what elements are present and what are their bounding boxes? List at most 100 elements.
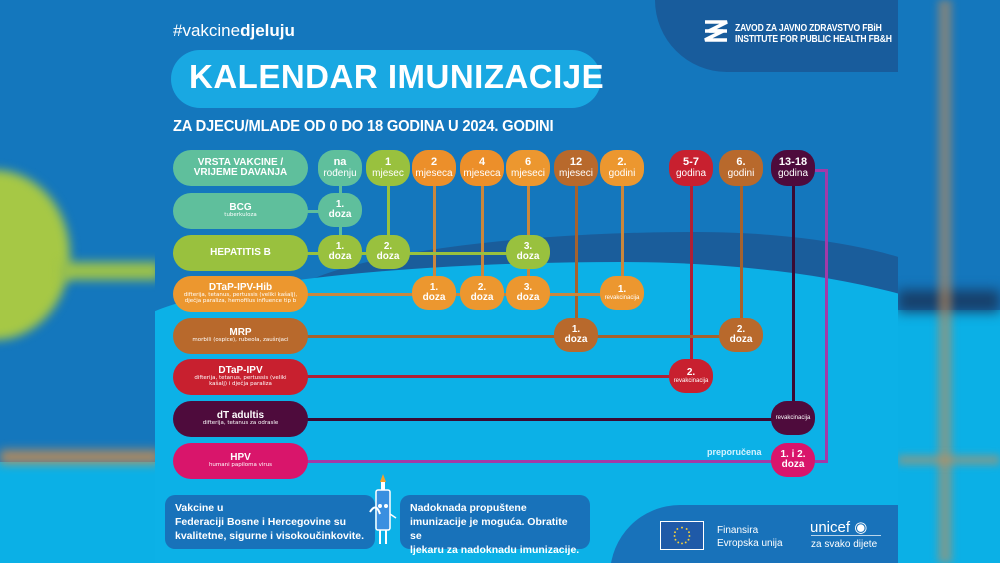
- immunization-calendar-poster: ZAVOD ZA JAVNO ZDRAVSTVO FBiH INSTITUTE …: [155, 0, 898, 563]
- institute-name: ZAVOD ZA JAVNO ZDRAVSTVO FBiH INSTITUTE …: [735, 23, 892, 45]
- column-number: 5-7: [683, 155, 699, 168]
- column-number: 2.: [617, 155, 627, 168]
- dose-mrp-2: 2. doza: [719, 318, 763, 352]
- dose-label: doza: [376, 251, 400, 262]
- connector-line: [387, 185, 390, 247]
- info-text: Vakcine u: [175, 502, 224, 514]
- connector-line: [740, 185, 743, 335]
- column-header-6-years: 6. godini: [719, 150, 763, 186]
- column-number: 1: [384, 155, 392, 168]
- dose-label: doza: [729, 334, 753, 345]
- column-header-5-7-years: 5-7 godina: [669, 150, 713, 186]
- connector-line: [433, 185, 436, 295]
- blurred-background-right: [898, 0, 1000, 563]
- column-header-2-years: 2. godini: [600, 150, 644, 186]
- dose-dtap-hib-1: 1. doza: [412, 276, 456, 310]
- divider: [811, 535, 881, 536]
- vaccine-description: difterija, tetanus, pertussis (veliki ka…: [183, 292, 298, 305]
- dose-hepb-2: 2. doza: [366, 235, 410, 269]
- dose-bcg-1: 1. doza: [318, 193, 362, 227]
- dose-number: 3.: [523, 281, 533, 293]
- dose-dtap-hib-3: 3. doza: [506, 276, 550, 310]
- dose-number: 2.: [736, 323, 746, 335]
- institute-header: [655, 0, 898, 72]
- vaccine-row-mrp: MRP morbili (ospice), rubeola, zaušnjaci: [173, 318, 308, 354]
- header-row-label: VRSTA VAKCINE / VRIJEME DAVANJA: [173, 150, 308, 186]
- column-header-13-18-years: 13-18 godina: [771, 150, 815, 186]
- connector-line: [792, 185, 795, 415]
- page-subtitle: ZA DJECU/MLADE OD 0 DO 18 GODINA U 2024.…: [173, 118, 554, 135]
- column-number: 4: [478, 155, 486, 168]
- vaccine-name: dT adultis: [216, 409, 265, 421]
- dose-number: 1. i 2.: [780, 448, 806, 460]
- vaccine-description: morbili (ospice), rubeola, zaušnjaci: [192, 337, 289, 344]
- info-text: Federaciji Bosne i Hercegovine su: [175, 516, 346, 528]
- dose-number: 1.: [571, 323, 581, 335]
- column-header-6-months: 6 mjeseci: [506, 150, 550, 186]
- connector-line: [621, 185, 624, 295]
- info-text: kvalitetne, sigurne i visokoučinkovite.: [175, 530, 365, 542]
- column-label: godini: [727, 167, 755, 179]
- info-box-vaccine-quality: Vakcine u Federaciji Bosne i Hercegovine…: [165, 495, 375, 549]
- institute-logo-icon: [704, 20, 728, 42]
- footer-sponsors: [610, 505, 898, 563]
- connector-line: [305, 418, 795, 421]
- dose-label: doza: [470, 292, 494, 303]
- dose-dtap-hib-2: 2. doza: [460, 276, 504, 310]
- column-number: 2: [430, 155, 438, 168]
- dose-number: 1.: [335, 240, 345, 252]
- dose-hepb-1: 1. doza: [318, 235, 362, 269]
- column-label: mjeseci: [559, 167, 593, 179]
- hashtag-prefix: #vakcine: [173, 21, 241, 40]
- connector-line: [815, 460, 828, 463]
- connector-line: [305, 460, 795, 463]
- institute-name-english: INSTITUTE FOR PUBLIC HEALTH FB&H: [735, 34, 892, 45]
- dose-dtap-hib-revaccination-1: 1. revakcinacija: [600, 276, 644, 310]
- unicef-tagline: za svako dijete: [811, 539, 878, 550]
- eu-funding-line1: Finansira: [717, 525, 759, 536]
- vaccine-name: DTaP-IPV-Hib: [208, 281, 273, 293]
- dose-label: doza: [564, 334, 588, 345]
- unicef-globe-icon: ◉: [854, 519, 868, 536]
- vaccine-row-hpv: HPV humani papiloma virus: [173, 443, 308, 479]
- column-number: 6: [524, 155, 532, 168]
- hpv-recommended-note: preporučena: [707, 447, 762, 457]
- vaccine-row-hepatitis-b: HEPATITIS B: [173, 235, 308, 271]
- blurred-background-left: [0, 0, 155, 563]
- dose-number: 1.: [335, 198, 345, 210]
- header-row-line2: VRIJEME DAVANJA: [193, 167, 288, 178]
- vaccine-row-dtap-ipv-hib: DTaP-IPV-Hib difterija, tetanus, pertussi…: [173, 276, 308, 312]
- connector-line: [481, 185, 484, 295]
- page-title: KALENDAR IMUNIZACIJE: [189, 58, 605, 95]
- dose-label: doza: [422, 292, 446, 303]
- info-text: imunizacije je moguća. Obratite se: [410, 516, 568, 542]
- eu-funding-text: Finansira Evropska unija: [717, 524, 783, 550]
- unicef-logo: unicef ◉: [810, 518, 867, 536]
- unicef-wordmark: unicef: [810, 519, 851, 536]
- column-number: 12: [569, 155, 583, 168]
- connector-line: [690, 185, 693, 375]
- column-header-2-months: 2 mjeseca: [412, 150, 456, 186]
- column-label: godina: [777, 167, 809, 179]
- dose-label: doza: [328, 209, 352, 220]
- vaccine-description: difterija, tetanus, pertussis (veliki ka…: [194, 375, 287, 388]
- column-label: mjesec: [372, 167, 404, 179]
- column-number: na: [333, 155, 347, 168]
- dose-label: revakcinacija: [775, 414, 811, 421]
- title-banner: KALENDAR IMUNIZACIJE: [171, 50, 605, 108]
- column-header-12-months: 12 mjeseci: [554, 150, 598, 186]
- column-label: mjeseca: [463, 167, 501, 179]
- column-label: mjeseca: [415, 167, 453, 179]
- vaccine-description: tuberkuloza: [224, 212, 257, 219]
- hashtag: #vakcinedjeluju: [173, 21, 295, 41]
- vaccine-name: MRP: [229, 326, 252, 338]
- column-label: rođenju: [323, 167, 357, 179]
- dose-hpv-1-2: 1. i 2. doza: [771, 443, 815, 477]
- column-number: 13-18: [778, 155, 808, 168]
- dose-label: revakcinacija: [673, 378, 709, 385]
- vaccine-name: DTaP-IPV: [218, 364, 263, 376]
- column-header-1-month: 1 mjesec: [366, 150, 410, 186]
- header-row-line1: VRSTA VAKCINE /: [197, 156, 284, 168]
- column-header-birth: na rođenju: [318, 150, 362, 186]
- column-label: godini: [608, 167, 636, 179]
